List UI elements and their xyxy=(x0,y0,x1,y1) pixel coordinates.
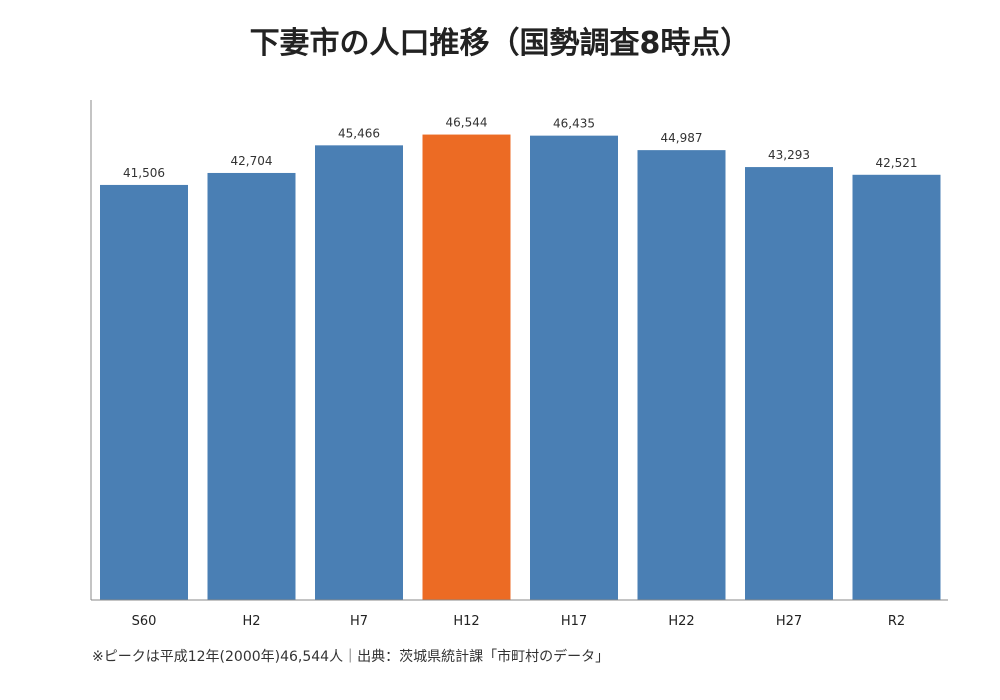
bar-value-label: 41,506 xyxy=(123,166,165,180)
x-tick-label: H12 xyxy=(453,614,479,629)
x-tick-label: H2 xyxy=(242,614,260,629)
x-tick-label: H7 xyxy=(350,614,368,629)
bars-layer xyxy=(100,134,941,601)
x-tick-label: R2 xyxy=(888,614,905,629)
bar-h27 xyxy=(745,167,833,600)
bar-h22 xyxy=(637,150,726,600)
bar-value-label: 45,466 xyxy=(338,126,380,140)
footnote: ※ピークは平成12年(2000年)46,544人｜出典：茨城県統計課「市町村のデ… xyxy=(92,649,610,665)
bar-r2 xyxy=(852,174,941,601)
bar-value-label: 46,435 xyxy=(553,117,595,131)
bar-value-label: 42,704 xyxy=(231,154,273,168)
x-tick-label: H17 xyxy=(561,614,587,629)
bar-value-label: 44,987 xyxy=(661,131,703,145)
x-tick-label: H27 xyxy=(776,614,802,629)
value-labels-layer: 41,506 42,704 45,466 46,544 46,435 44,987 43,2… xyxy=(123,116,918,180)
bar-value-label: 43,293 xyxy=(768,148,810,162)
x-tick-label: S60 xyxy=(132,614,157,629)
bar-h17 xyxy=(530,135,618,600)
x-tick-label: H22 xyxy=(668,614,694,629)
x-tick-labels-layer: S60 H2 H7 H12 H17 H22 H27 R2 xyxy=(132,614,906,629)
bar-h7 xyxy=(315,145,403,600)
bar-s60 xyxy=(100,184,188,600)
chart-title: 下妻市の人口推移（国勢調査8時点） xyxy=(249,26,751,61)
bar-h12 xyxy=(422,134,511,600)
bar-value-label: 42,521 xyxy=(876,156,918,170)
bar-value-label: 46,544 xyxy=(446,116,488,130)
bar-h2 xyxy=(207,172,296,600)
